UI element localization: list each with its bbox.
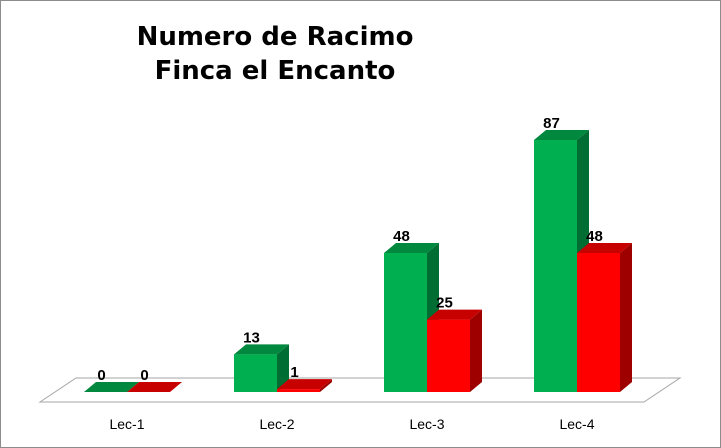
data-label-s1-lec-4: 87: [543, 115, 560, 132]
bar-s2-lec-3: [427, 309, 482, 392]
bar-s1-lec-3: [384, 242, 439, 392]
chart-title-line-2: Finca el Encanto: [154, 56, 396, 86]
data-label-s1-lec-1: 0: [97, 367, 105, 384]
x-tick-label-lec-4: Lec-4: [559, 416, 594, 432]
bar-s2-lec-2: [277, 379, 332, 392]
data-label-s2-lec-2: 1: [290, 364, 298, 381]
data-label-s2-lec-4: 48: [586, 228, 603, 245]
bar-s1-lec-2: [234, 344, 289, 392]
x-tick-label-lec-2: Lec-2: [259, 416, 294, 432]
chart-title-line-1: Numero de Racimo: [136, 22, 414, 52]
bar-s1-lec-1: [84, 382, 139, 392]
chart-title: Numero de Racimo Finca el Encanto: [120, 20, 430, 88]
data-label-s1-lec-2: 13: [243, 329, 260, 346]
x-tick-label-lec-3: Lec-3: [409, 416, 444, 432]
x-tick-label-lec-1: Lec-1: [109, 416, 144, 432]
bar-s2-lec-1: [127, 382, 182, 392]
data-label-s2-lec-3: 25: [436, 295, 453, 312]
data-label-s2-lec-1: 0: [140, 367, 148, 384]
bar-s2-lec-4: [577, 242, 632, 392]
chart-floor: [38, 377, 682, 403]
data-label-s1-lec-3: 48: [393, 228, 410, 245]
